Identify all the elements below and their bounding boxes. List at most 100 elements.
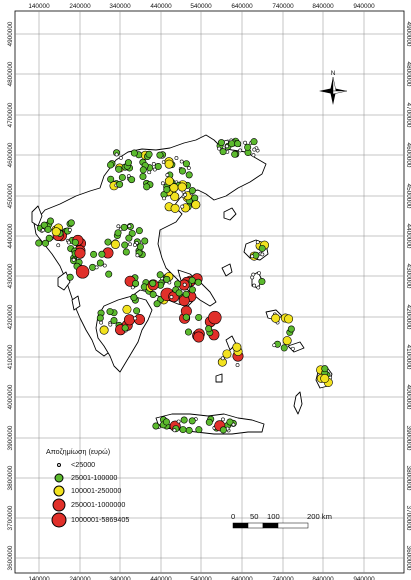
map-point bbox=[149, 279, 157, 287]
map-point bbox=[122, 248, 130, 256]
map-point bbox=[107, 161, 115, 169]
map-point bbox=[321, 365, 329, 373]
map-point bbox=[220, 356, 225, 361]
map-point bbox=[252, 283, 257, 288]
map-point bbox=[179, 159, 184, 164]
y-tick-label: 4700000 bbox=[405, 103, 411, 128]
x-tick-labels: 140000 140000 240000 240000 340000 340000 4400… bbox=[28, 3, 375, 580]
map-point bbox=[135, 253, 140, 258]
map-point bbox=[107, 175, 115, 183]
map-point bbox=[234, 140, 242, 148]
map-point bbox=[143, 183, 151, 191]
map-point bbox=[114, 229, 122, 237]
map-point bbox=[243, 140, 247, 145]
map-point bbox=[191, 200, 201, 210]
y-tick-label: 3700000 bbox=[7, 505, 14, 530]
y-tick-labels: 4900000 4900000 4800000 4800000 4700000 47000… bbox=[7, 21, 411, 571]
x-tick-label: 240000 bbox=[69, 576, 91, 580]
map-point bbox=[128, 242, 132, 247]
santorini-island bbox=[215, 373, 223, 383]
map-point bbox=[139, 173, 147, 181]
map-point bbox=[122, 304, 132, 314]
map-point bbox=[252, 147, 257, 152]
map-point bbox=[75, 265, 90, 279]
map-point bbox=[284, 314, 294, 324]
map-point bbox=[165, 173, 170, 177]
map-point bbox=[250, 254, 255, 259]
x-tick-label: 840000 bbox=[312, 3, 334, 10]
map-point bbox=[260, 252, 265, 257]
map-point bbox=[174, 280, 182, 288]
map-point bbox=[96, 314, 104, 322]
x-tick-label: 640000 bbox=[231, 3, 253, 10]
map-point bbox=[106, 308, 114, 316]
x-tick-label: 140000 bbox=[28, 576, 50, 580]
north-arrow: N bbox=[319, 70, 348, 105]
map-point bbox=[133, 243, 137, 247]
map-point bbox=[139, 166, 147, 174]
map-point bbox=[151, 161, 156, 166]
map-point bbox=[118, 173, 126, 181]
y-tick-label: 4000000 bbox=[7, 384, 14, 409]
corfu-island bbox=[31, 205, 43, 227]
map-point bbox=[170, 203, 180, 213]
map-point bbox=[258, 244, 266, 252]
map-point bbox=[188, 417, 196, 425]
map-point bbox=[231, 422, 236, 427]
y-tick-label: 4900000 bbox=[7, 21, 14, 46]
map-point bbox=[205, 325, 213, 333]
map-point bbox=[193, 331, 205, 343]
map-point bbox=[188, 276, 196, 284]
map-point bbox=[232, 342, 242, 352]
map-point bbox=[98, 250, 106, 258]
x-tick-label: 340000 bbox=[109, 576, 131, 580]
map-point bbox=[175, 289, 183, 297]
north-label: N bbox=[331, 70, 336, 77]
map-point bbox=[35, 239, 43, 247]
y-tick-label: 4700000 bbox=[7, 102, 14, 127]
map-point bbox=[163, 275, 171, 283]
x-tick-label: 240000 bbox=[69, 3, 91, 10]
map-point bbox=[169, 295, 174, 299]
map-point bbox=[71, 238, 79, 246]
map-point bbox=[217, 139, 225, 147]
map-point bbox=[94, 265, 99, 270]
y-tick-label: 4800000 bbox=[405, 62, 411, 87]
scale-label-100: 100 bbox=[267, 512, 280, 521]
map-point bbox=[182, 160, 190, 168]
map-point bbox=[46, 217, 54, 225]
map-point bbox=[41, 239, 49, 247]
map-point bbox=[90, 250, 98, 258]
map-point bbox=[67, 219, 75, 227]
map-point bbox=[156, 271, 164, 279]
scale-label-0: 0 bbox=[231, 512, 236, 521]
map-point bbox=[271, 313, 281, 323]
map-point bbox=[132, 280, 140, 288]
map-point bbox=[136, 243, 144, 251]
y-tick-label: 3900000 bbox=[405, 426, 411, 451]
map-point bbox=[188, 187, 196, 195]
y-tick-label: 4600000 bbox=[7, 142, 14, 167]
map-point bbox=[149, 291, 157, 299]
scale-bar bbox=[232, 522, 309, 529]
map-point bbox=[74, 247, 86, 259]
map-point bbox=[99, 325, 109, 335]
legend-label: <25000 bbox=[71, 460, 96, 469]
map-point bbox=[185, 171, 193, 179]
map-point bbox=[110, 239, 120, 249]
map-point bbox=[176, 419, 181, 424]
y-tick-label: 4300000 bbox=[7, 263, 14, 288]
y-tick-label: 3800000 bbox=[405, 466, 411, 491]
map-point bbox=[258, 278, 266, 286]
map-point bbox=[41, 228, 45, 233]
map-point bbox=[184, 328, 192, 336]
map-point bbox=[170, 192, 180, 202]
map-point bbox=[226, 418, 234, 426]
map-point bbox=[219, 148, 227, 156]
y-tick-label: 4200000 bbox=[405, 305, 411, 330]
map-point bbox=[291, 346, 295, 351]
map-point bbox=[188, 286, 196, 294]
map-point bbox=[231, 150, 239, 158]
legend-symbol bbox=[53, 485, 65, 497]
